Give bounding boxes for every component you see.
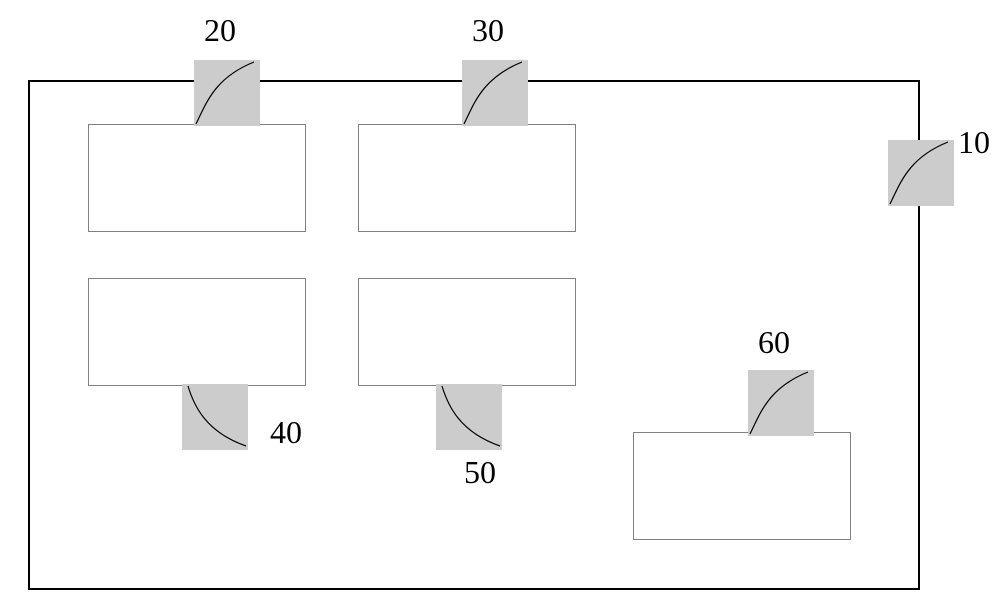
leader-curve-icon [888,140,954,206]
leader-curve-icon [194,60,260,126]
block-mid-right [358,278,576,386]
diagram-stage: 20 30 10 40 50 60 [0,0,1000,613]
callout-label-10: 10 [958,124,990,161]
callout-tab-20 [194,60,260,126]
block-top-left [88,124,306,232]
leader-curve-icon [436,384,502,450]
callout-label-60: 60 [758,324,790,361]
callout-tab-50 [436,384,502,450]
callout-label-50: 50 [464,454,496,491]
callout-tab-60 [748,370,814,436]
callout-label-20: 20 [204,12,236,49]
callout-tab-30 [462,60,528,126]
block-mid-left [88,278,306,386]
leader-curve-icon [748,370,814,436]
callout-label-40: 40 [270,414,302,451]
leader-curve-icon [182,384,248,450]
block-top-right [358,124,576,232]
callout-tab-40 [182,384,248,450]
leader-curve-icon [462,60,528,126]
block-bottom-right [633,432,851,540]
callout-tab-10 [888,140,954,206]
callout-label-30: 30 [472,12,504,49]
